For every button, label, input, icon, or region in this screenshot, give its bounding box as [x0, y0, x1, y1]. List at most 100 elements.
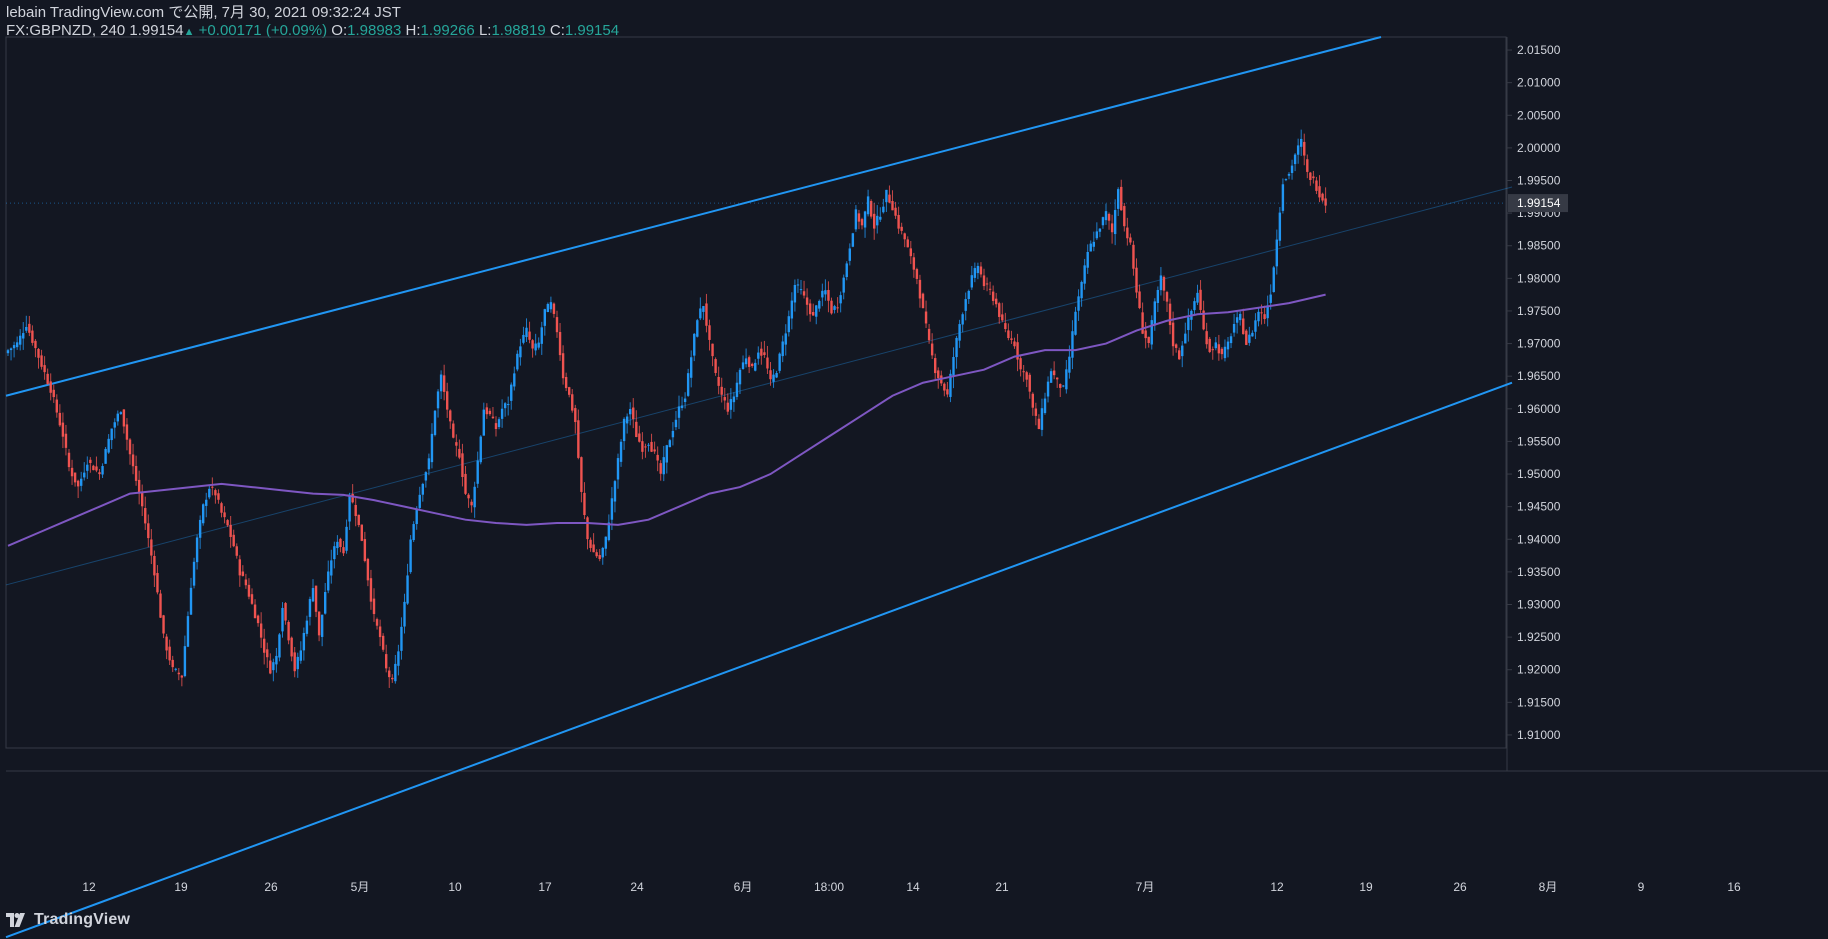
open-label: O: [331, 22, 348, 39]
candle-body [202, 504, 205, 524]
candle-body [43, 365, 46, 373]
candle-body [607, 522, 611, 541]
candle-body [988, 288, 992, 290]
price-tick-label: 1.98000 [1517, 271, 1561, 285]
candle-body [882, 206, 885, 213]
candle-body [266, 649, 269, 658]
candle-body [815, 305, 818, 317]
candle-body [208, 488, 211, 498]
candle-body [888, 194, 891, 203]
candle-body [613, 481, 617, 502]
candle-body [52, 389, 55, 398]
channel-upper-line[interactable] [5, 36, 1382, 397]
channel-drawing[interactable] [5, 36, 1513, 939]
candle-body [1007, 330, 1010, 339]
candle-body [19, 335, 22, 345]
candle-body [372, 598, 376, 615]
moving-average [7, 293, 1326, 547]
candle-body [311, 588, 315, 602]
candle-body [192, 561, 196, 586]
candle-body [702, 306, 705, 312]
price-tick-label: 1.93500 [1517, 565, 1561, 579]
candle-body [638, 433, 641, 442]
candle-body [1025, 372, 1028, 380]
candle-body [284, 603, 287, 621]
candle-body [385, 654, 388, 669]
candle-body [1281, 184, 1285, 211]
channel-mid-line[interactable] [5, 186, 1513, 586]
candle-body [1269, 294, 1272, 303]
candle-body [1132, 244, 1135, 269]
candle-body [134, 465, 138, 481]
candle-body [641, 441, 644, 452]
candle-body [137, 479, 141, 494]
candle-body [683, 398, 687, 403]
candle-body [34, 340, 37, 349]
candle-body [378, 626, 382, 638]
candle-body [918, 279, 922, 299]
candle-body [708, 325, 711, 340]
candle-body [430, 433, 434, 463]
candle-body [741, 362, 745, 369]
candle-body [876, 215, 879, 226]
candle-body [589, 539, 592, 548]
candle-body [714, 359, 717, 373]
candle-body [269, 660, 272, 674]
candle-body [1254, 320, 1257, 332]
candle-body [522, 334, 525, 343]
candle-body [128, 439, 132, 455]
candle-body [153, 556, 156, 576]
candle-body [1019, 358, 1022, 370]
candle-body [650, 441, 653, 452]
candle-body [125, 424, 129, 440]
candle-body [799, 289, 803, 291]
candle-body [812, 312, 815, 316]
candle-body [1013, 341, 1016, 347]
candle-body [198, 519, 202, 538]
candle-body [141, 492, 144, 507]
time-tick-label: 12 [1270, 880, 1284, 894]
channel-lower-line[interactable] [5, 381, 1513, 939]
candle-body [1171, 322, 1175, 347]
candle-body [1004, 323, 1007, 329]
candle-body [1266, 305, 1269, 319]
candle-body [476, 460, 479, 484]
candle-body [46, 373, 49, 384]
candle-body [1049, 371, 1053, 383]
candle-body [442, 375, 446, 392]
candle-body [769, 370, 772, 380]
candle-body [436, 391, 440, 409]
candle-body [1080, 281, 1083, 299]
candle-body [174, 668, 177, 670]
tradingview-logo[interactable]: TradingView [6, 910, 130, 930]
candle-body [327, 571, 330, 591]
price-tick-label: 2.01000 [1517, 76, 1561, 90]
candle-body [433, 410, 437, 435]
candle-body [1211, 349, 1214, 351]
candle-body [1135, 267, 1138, 293]
candle-body [955, 337, 958, 358]
candle-body [1312, 176, 1315, 179]
candle-body [113, 422, 116, 428]
candle-body [80, 478, 83, 486]
candle-body [183, 646, 187, 677]
candle-body [592, 544, 595, 553]
candle-body [452, 423, 455, 438]
candle-body [863, 211, 867, 228]
candle-body [656, 454, 659, 461]
candle-body [528, 331, 531, 340]
candle-body [574, 408, 577, 423]
candle-body [632, 407, 635, 420]
symbol-name[interactable]: FX:GBPNZD, 240 [6, 22, 126, 39]
candle-body [662, 457, 665, 475]
candle-body [1315, 180, 1318, 191]
candle-body [250, 594, 254, 604]
candle-body [339, 538, 342, 548]
time-tick-label: 26 [1453, 880, 1467, 894]
candle-body [1284, 179, 1288, 181]
time-tick-label: 10 [448, 880, 462, 894]
candle-body [571, 394, 574, 411]
candle-body [15, 342, 19, 348]
candle-body [976, 265, 980, 274]
